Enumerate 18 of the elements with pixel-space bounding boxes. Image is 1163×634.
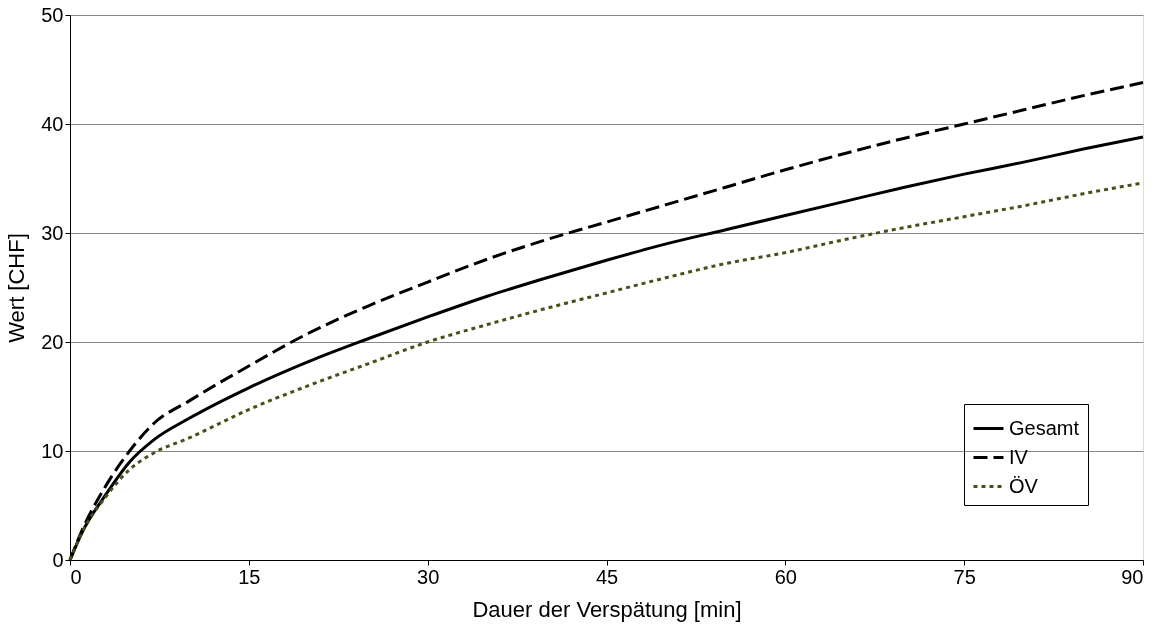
x-tick-label: 30: [417, 565, 440, 588]
x-tick-label: 75: [953, 565, 976, 588]
legend-label: ÖV: [1009, 474, 1039, 497]
y-tick-label: 10: [41, 439, 64, 462]
y-tick-label: 0: [52, 548, 64, 571]
legend-label: IV: [1009, 445, 1029, 468]
x-tick-label: 0: [70, 565, 82, 588]
x-tick-label: 45: [595, 565, 619, 588]
x-axis-title: Dauer der Verspätung [min]: [472, 596, 742, 622]
legend-label: Gesamt: [1009, 416, 1080, 439]
y-axis-title: Wert [CHF]: [4, 233, 30, 343]
x-tick-label: 60: [774, 565, 797, 588]
x-tick-label: 15: [238, 565, 261, 588]
y-tick-label: 40: [41, 112, 64, 135]
y-tick-label: 30: [41, 221, 64, 244]
x-tick-label: 90: [1121, 565, 1144, 588]
y-tick-label: 50: [41, 3, 64, 26]
y-tick-label: 20: [41, 330, 64, 353]
